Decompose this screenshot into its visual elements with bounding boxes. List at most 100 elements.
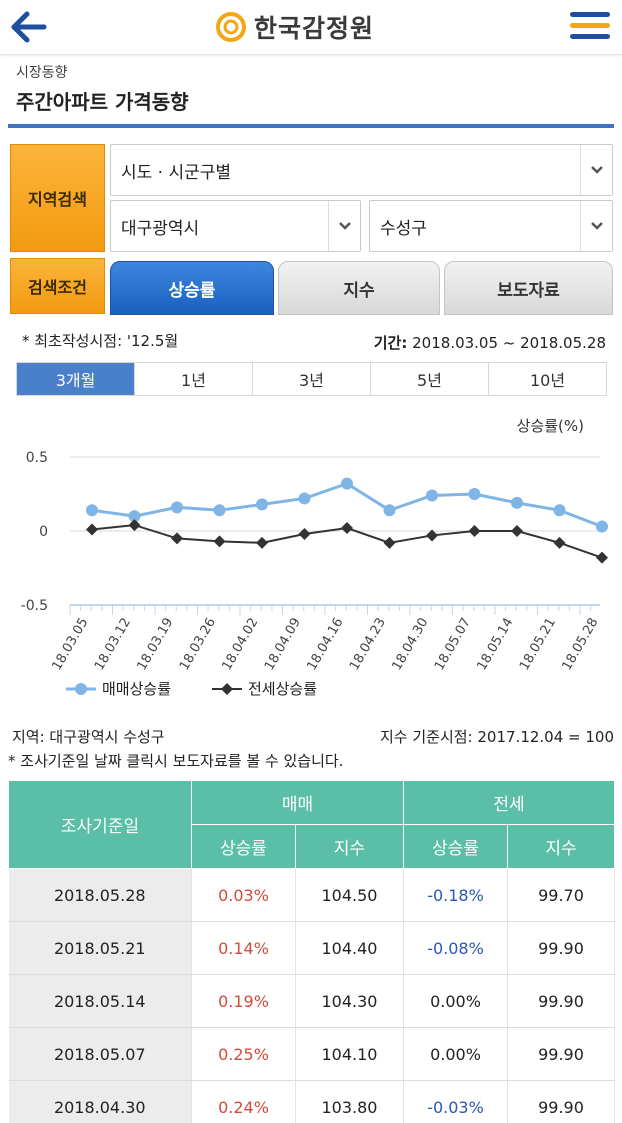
- page-title: 주간아파트 가격동향: [16, 90, 189, 114]
- x-tick-label: 18.04.09: [262, 616, 304, 674]
- jeonse-rate-cell: -0.18%: [403, 868, 508, 922]
- jeonse-index-cell: 99.90: [507, 974, 615, 1028]
- x-tick-label: 18.05.21: [517, 616, 559, 674]
- top-bar: 한국감정원: [0, 0, 622, 55]
- data-point-sale: [298, 492, 311, 505]
- data-point-sale: [426, 489, 438, 502]
- breadcrumb: 시장동향: [16, 65, 68, 81]
- jeonse-index-cell: 99.90: [507, 1080, 615, 1123]
- region-search-label: 지역검색: [10, 144, 105, 252]
- data-point-jeonse: [298, 527, 311, 540]
- y-axis-label: 상승률(%): [517, 417, 584, 435]
- logo-mark-icon: [216, 12, 246, 42]
- data-point-jeonse: [553, 536, 566, 549]
- row-date-link[interactable]: 2018.05.21: [8, 921, 192, 975]
- city-value: 대구광역시: [121, 218, 200, 239]
- data-point-sale: [341, 477, 353, 490]
- table-row: 2018.04.30 0.24% 103.80 -0.03% 99.90: [8, 1080, 615, 1123]
- condition-label: 검색조건: [10, 258, 105, 314]
- data-point-jeonse: [171, 532, 183, 545]
- data-point-sale: [553, 504, 566, 517]
- sale-index-cell: 103.80: [295, 1080, 404, 1123]
- period-tab-5y[interactable]: 5년: [371, 363, 489, 395]
- table-row: 2018.05.14 0.19% 104.30 0.00% 99.90: [8, 974, 615, 1028]
- jeonse-rate-cell: 0.00%: [403, 974, 508, 1028]
- row-date-link[interactable]: 2018.04.30: [8, 1080, 192, 1123]
- period-tabs: 3개월 1년 3년 5년 10년: [16, 362, 607, 396]
- row-date-link[interactable]: 2018.05.14: [8, 974, 192, 1028]
- logo-text: 한국감정원: [254, 14, 375, 43]
- district-select[interactable]: 수성구: [369, 200, 613, 252]
- header-sale-index: 지수: [295, 824, 404, 869]
- region-type-value: 시도 · 시군구별: [121, 162, 232, 183]
- x-tick-label: 18.04.02: [220, 616, 262, 674]
- period-tab-1y[interactable]: 1년: [135, 363, 253, 395]
- sale-rate-cell: 0.14%: [191, 921, 296, 975]
- y-tick-label: 0: [39, 524, 48, 540]
- header-sale: 매매: [191, 780, 404, 825]
- header-jeonse-index: 지수: [507, 824, 615, 869]
- rate-chart: 상승률(%) 0.5 0 -0.5 18.03.05 18.03.12 18.03.19 18…: [0, 405, 622, 715]
- sale-index-cell: 104.30: [295, 974, 404, 1028]
- tab-press-release[interactable]: 보도자료: [444, 261, 613, 315]
- period-note: 기간: 2018.03.05 ~ 2018.05.28: [374, 332, 606, 353]
- district-value: 수성구: [380, 218, 427, 239]
- x-tick-label: 18.03.19: [135, 616, 177, 674]
- data-point-jeonse: [426, 529, 438, 542]
- title-divider: [8, 124, 614, 128]
- city-select[interactable]: 대구광역시: [110, 200, 361, 252]
- rate-table: 조사기준일 매매 전세 상승률 지수 상승률 지수 2018.05.28 0.0…: [8, 780, 615, 1123]
- x-tick-label: 18.04.30: [390, 616, 432, 674]
- x-tick-label: 18.03.26: [177, 616, 219, 674]
- data-point-sale: [171, 501, 183, 514]
- back-button[interactable]: [10, 10, 48, 44]
- jeonse-rate-cell: -0.03%: [403, 1080, 508, 1123]
- menu-button[interactable]: [570, 12, 610, 44]
- data-point-jeonse: [341, 522, 353, 535]
- sale-index-cell: 104.50: [295, 868, 404, 922]
- data-point-jeonse: [468, 525, 481, 537]
- rate-chart-svg: 상승률(%)0.50-0.518.03.05 18.03.12 18.03.19 18…: [21, 417, 608, 698]
- data-point-jeonse: [383, 536, 396, 549]
- x-tick-label: 18.03.05: [50, 616, 92, 674]
- header-sale-rate: 상승률: [191, 824, 296, 869]
- data-point-sale: [511, 496, 523, 509]
- sale-rate-cell: 0.25%: [191, 1027, 296, 1081]
- period-tab-10y[interactable]: 10년: [489, 363, 606, 395]
- x-tick-label: 18.03.12: [92, 616, 134, 674]
- sale-rate-cell: 0.19%: [191, 974, 296, 1028]
- header-jeonse-rate: 상승률: [403, 824, 508, 869]
- header-jeonse: 전세: [403, 780, 615, 825]
- tab-index[interactable]: 지수: [278, 261, 440, 315]
- region-info: 지역: 대구광역시 수성구: [12, 728, 165, 746]
- row-date-link[interactable]: 2018.05.28: [8, 868, 192, 922]
- legend-label: 매매상승률: [102, 680, 171, 698]
- data-point-sale: [468, 488, 481, 500]
- period-tab-3y[interactable]: 3년: [253, 363, 371, 395]
- data-point-jeonse: [596, 551, 608, 564]
- data-point-sale: [128, 510, 141, 523]
- chevron-down-icon: [580, 201, 612, 251]
- series-line-sale: [91, 481, 603, 528]
- period-value: 2018.03.05 ~ 2018.05.28: [412, 334, 606, 352]
- region-type-select[interactable]: 시도 · 시군구별: [110, 144, 613, 196]
- sale-rate-cell: 0.03%: [191, 868, 296, 922]
- table-row: 2018.05.28 0.03% 104.50 -0.18% 99.70: [8, 868, 615, 922]
- data-point-jeonse: [213, 535, 226, 548]
- table-row: 2018.05.21 0.14% 104.40 -0.08% 99.90: [8, 921, 615, 975]
- data-point-sale: [86, 504, 98, 517]
- period-tab-3m[interactable]: 3개월: [17, 363, 135, 395]
- row-date-link[interactable]: 2018.05.07: [8, 1027, 192, 1081]
- sale-index-cell: 104.40: [295, 921, 404, 975]
- x-tick-label: 18.05.14: [475, 616, 517, 674]
- table-row: 2018.05.07 0.25% 104.10 0.00% 99.90: [8, 1027, 615, 1081]
- logo[interactable]: 한국감정원: [216, 10, 374, 44]
- click-note: * 조사기준일 날짜 클릭시 보도자료를 볼 수 있습니다.: [8, 752, 344, 770]
- data-point-jeonse: [86, 523, 98, 536]
- chevron-down-icon: [580, 145, 612, 195]
- data-point-sale: [596, 520, 608, 533]
- data-point-jeonse: [511, 525, 523, 537]
- jeonse-rate-cell: -0.08%: [403, 921, 508, 975]
- y-tick-label: -0.5: [21, 598, 48, 614]
- tab-rate[interactable]: 상승률: [110, 261, 274, 315]
